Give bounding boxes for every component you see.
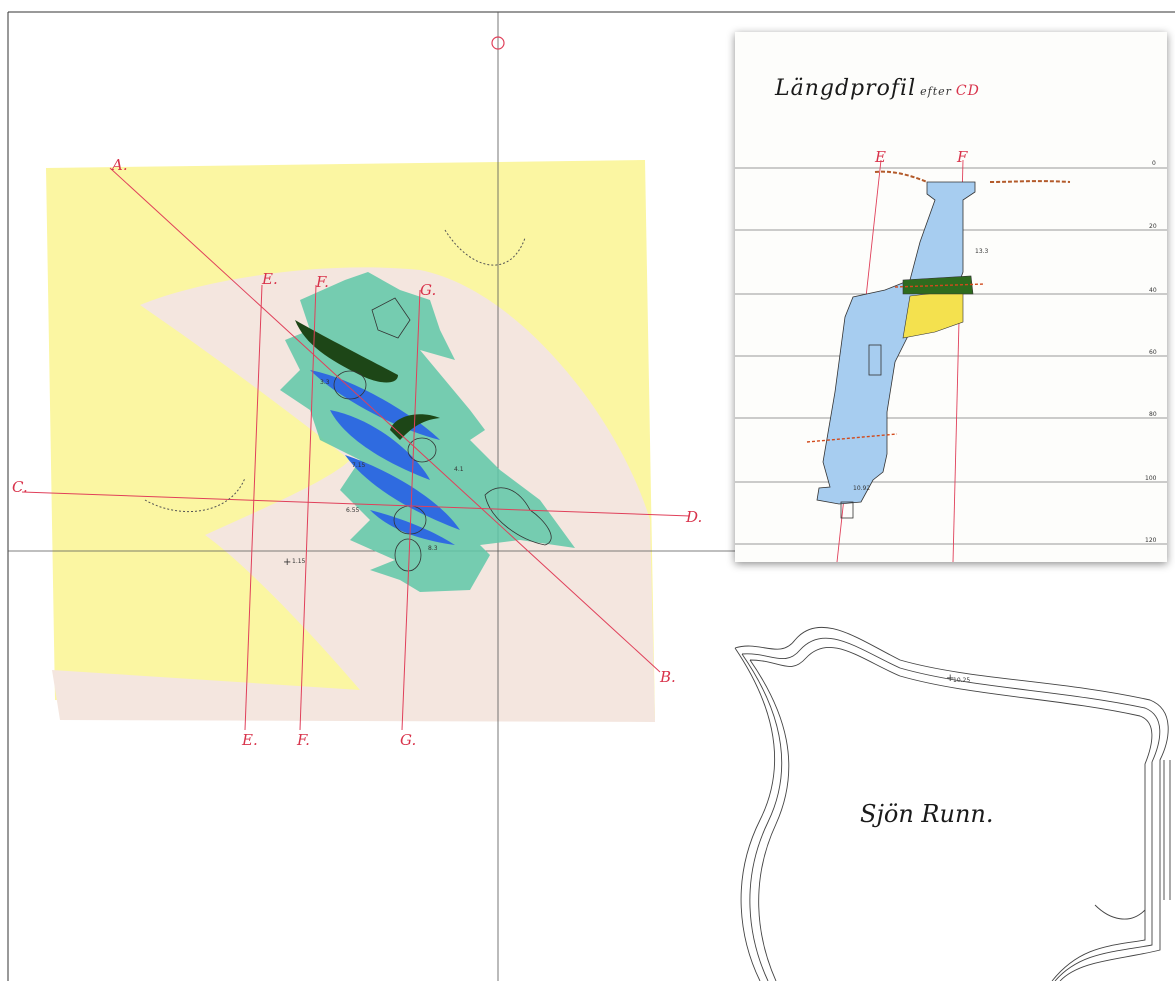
- dark-green-body-2: [390, 414, 440, 440]
- surface-profile: [874, 170, 1071, 183]
- profile-title-word: efter: [920, 85, 952, 98]
- green-stratum: [902, 275, 974, 295]
- spot-height: 6.55: [346, 507, 360, 514]
- spot-height: 4.1: [454, 466, 464, 473]
- section-label-g-top: G.: [420, 281, 436, 299]
- section-label-g-bottom: G.: [400, 731, 416, 749]
- section-label-d: D.: [685, 508, 702, 526]
- profile-title: Längdprofil efter CD: [775, 76, 980, 101]
- cut-line: [806, 433, 898, 443]
- blue-ore-lens-3: [345, 455, 460, 530]
- lake-shoreline: [734, 626, 1171, 981]
- section-label-b: B.: [659, 668, 676, 686]
- profile-label-f: F: [956, 148, 968, 166]
- hatched-chamber: [840, 501, 854, 519]
- profile-title-section: CD: [955, 83, 980, 99]
- profile-title-main: Längdprofil: [775, 76, 917, 101]
- depth-scale-label: 0: [1152, 160, 1156, 167]
- yellow-stratum: [902, 289, 964, 339]
- survey-point-marker: [491, 36, 505, 50]
- section-label-e-bottom: E.: [241, 731, 258, 749]
- depth-scale-label: 20: [1149, 223, 1157, 230]
- blue-ore-lens-4: [370, 510, 455, 545]
- section-label-f-top: F.: [315, 273, 329, 291]
- depth-scale-label: 40: [1149, 287, 1157, 294]
- spot-height: 1.15: [292, 558, 306, 565]
- spot-height-marker: +: [946, 673, 954, 684]
- dark-green-body-1: [295, 320, 398, 383]
- spot-height-marker: +: [283, 557, 291, 568]
- section-label-a: A.: [110, 156, 128, 174]
- hatched-chamber: [868, 344, 882, 376]
- section-label-e-top: E.: [261, 270, 278, 288]
- spot-height: 3.3: [320, 379, 330, 386]
- longitudinal-profile-inset: 10.92 13.3 E F 0 20 40 60 80 100 120 Län…: [735, 32, 1167, 562]
- depth-scale-label: 100: [1145, 475, 1157, 482]
- section-label-c: C.: [12, 478, 28, 496]
- profile-label-e: E: [874, 148, 886, 166]
- spot-height: 8.3: [428, 545, 438, 552]
- dotted-outline-north: [444, 229, 526, 266]
- depth-scale-label: 120: [1145, 537, 1157, 544]
- section-lines: [21, 167, 691, 731]
- cut-line: [894, 283, 986, 288]
- dotted-outline-west: [144, 477, 246, 512]
- section-label-f-bottom: F.: [296, 731, 310, 749]
- shaft-outlines: [333, 297, 552, 572]
- spot-height: 7.15: [352, 462, 366, 469]
- spot-height: 10.25: [953, 677, 970, 684]
- depth-scale-label: 80: [1149, 411, 1157, 418]
- depth-annotation: 13.3: [975, 248, 989, 255]
- lake-name: Sjön Runn.: [860, 800, 994, 828]
- depth-annotation: 10.92: [853, 485, 870, 492]
- blue-ore-lens-2: [330, 410, 430, 480]
- depth-scale-label: 60: [1149, 349, 1157, 356]
